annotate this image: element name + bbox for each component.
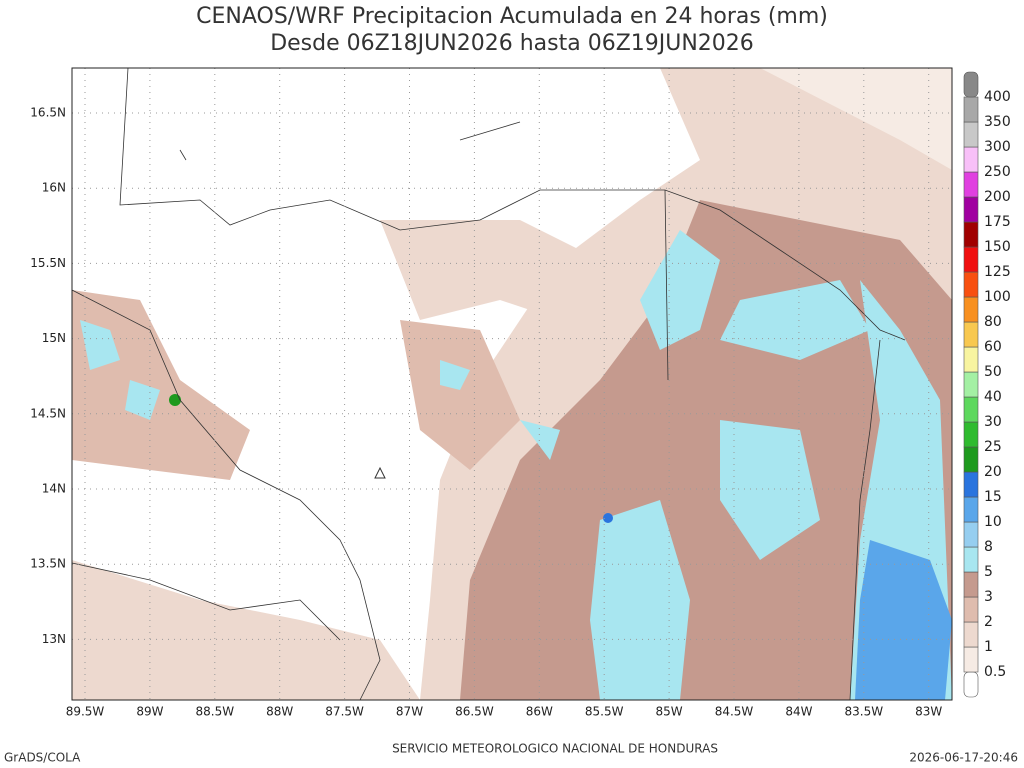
colorbar-box — [963, 146, 979, 173]
lat-label: 15N — [42, 331, 66, 345]
colorbar-label: 25 — [984, 439, 1002, 455]
colorbar-label: 2 — [984, 614, 993, 630]
lat-label: 14.5N — [30, 406, 66, 420]
lon-label: 84W — [785, 705, 812, 719]
lon-label: 83.5W — [845, 705, 884, 719]
subtitle: Desde 06Z18JUN2026 hasta 06Z19JUN2026 — [270, 31, 754, 56]
colorbar-box — [963, 196, 979, 223]
colorbar-box — [963, 571, 979, 598]
lon-label: 85W — [656, 705, 683, 719]
colorbar-label: 250 — [984, 164, 1011, 180]
lat-label: 13N — [42, 632, 66, 646]
colorbar-box — [963, 121, 979, 148]
title: CENAOS/WRF Precipitacion Acumulada en 24… — [196, 4, 828, 29]
lon-label: 88.5W — [196, 705, 235, 719]
colorbar-box — [963, 671, 979, 698]
colorbar-label: 175 — [984, 214, 1011, 230]
colorbar-label: 100 — [984, 289, 1011, 305]
colorbar-box — [963, 171, 979, 198]
colorbar-box — [963, 521, 979, 548]
lon-label: 85.5W — [585, 705, 624, 719]
colorbar-box — [963, 546, 979, 573]
colorbar-label: 200 — [984, 189, 1011, 205]
colorbar: 0.5 1 2 3 5 8 10 15 20 25 30 40 50 60 80 100 125 150 175 20… — [963, 71, 1011, 698]
grid: 16.5N 16N 15.5N 15N 14.5N 14N 13.5N 13N 89.5W 89W… — [30, 68, 952, 719]
footer-center: SERVICIO METEOROLOGICO NACIONAL DE HONDU… — [392, 742, 718, 756]
colorbar-label: 5 — [984, 564, 993, 580]
colorbar-label: 3 — [984, 589, 993, 605]
colorbar-label: 15 — [984, 489, 1002, 505]
lon-label: 88W — [266, 705, 293, 719]
lon-label: 84.5W — [715, 705, 754, 719]
colorbar-box — [963, 646, 979, 673]
colorbar-box — [963, 271, 979, 298]
colorbar-label: 60 — [984, 339, 1002, 355]
colorbar-label: 1 — [984, 639, 993, 655]
colorbar-box — [963, 621, 979, 648]
colorbar-box — [963, 496, 979, 523]
lat-label: 16.5N — [30, 106, 66, 120]
map-frame — [71, 67, 953, 701]
colorbar-label: 0.5 — [984, 664, 1006, 680]
colorbar-box — [963, 246, 979, 273]
colorbar-label: 300 — [984, 139, 1011, 155]
colorbar-box — [963, 346, 979, 373]
colorbar-box — [963, 596, 979, 623]
lon-label: 83W — [915, 705, 942, 719]
colorbar-label: 20 — [984, 464, 1002, 480]
colorbar-box — [963, 221, 979, 248]
lon-label: 89.5W — [66, 705, 105, 719]
colorbar-label: 350 — [984, 114, 1011, 130]
colorbar-label: 40 — [984, 389, 1002, 405]
colorbar-label: 80 — [984, 314, 1002, 330]
lon-label: 89W — [136, 705, 163, 719]
lon-label: 87.5W — [325, 705, 364, 719]
colorbar-label: 150 — [984, 239, 1011, 255]
colorbar-box — [963, 321, 979, 348]
colorbar-label: 8 — [984, 539, 993, 555]
footer-left: GrADS/COLA — [4, 751, 81, 765]
colorbar-label: 125 — [984, 264, 1011, 280]
lon-label: 86W — [526, 705, 553, 719]
colorbar-label: 50 — [984, 364, 1002, 380]
colorbar-box — [963, 446, 979, 473]
colorbar-box — [963, 296, 979, 323]
colorbar-box — [963, 371, 979, 398]
colorbar-label: 30 — [984, 414, 1002, 430]
lat-label: 13.5N — [30, 557, 66, 571]
colorbar-box — [963, 96, 979, 123]
colorbar-box — [963, 421, 979, 448]
map-field — [71, 67, 952, 701]
colorbar-label: 10 — [984, 514, 1002, 530]
colorbar-box — [963, 471, 979, 498]
colorbar-box — [963, 396, 979, 423]
lat-label: 16N — [42, 181, 66, 195]
colorbar-label: 400 — [984, 89, 1011, 105]
colorbar-box — [963, 71, 979, 98]
lon-label: 87W — [396, 705, 423, 719]
lat-label: 15.5N — [30, 256, 66, 270]
footer-right: 2026-06-17-20:46 — [909, 751, 1018, 765]
lat-label: 14N — [42, 482, 66, 496]
lon-label: 86.5W — [455, 705, 494, 719]
